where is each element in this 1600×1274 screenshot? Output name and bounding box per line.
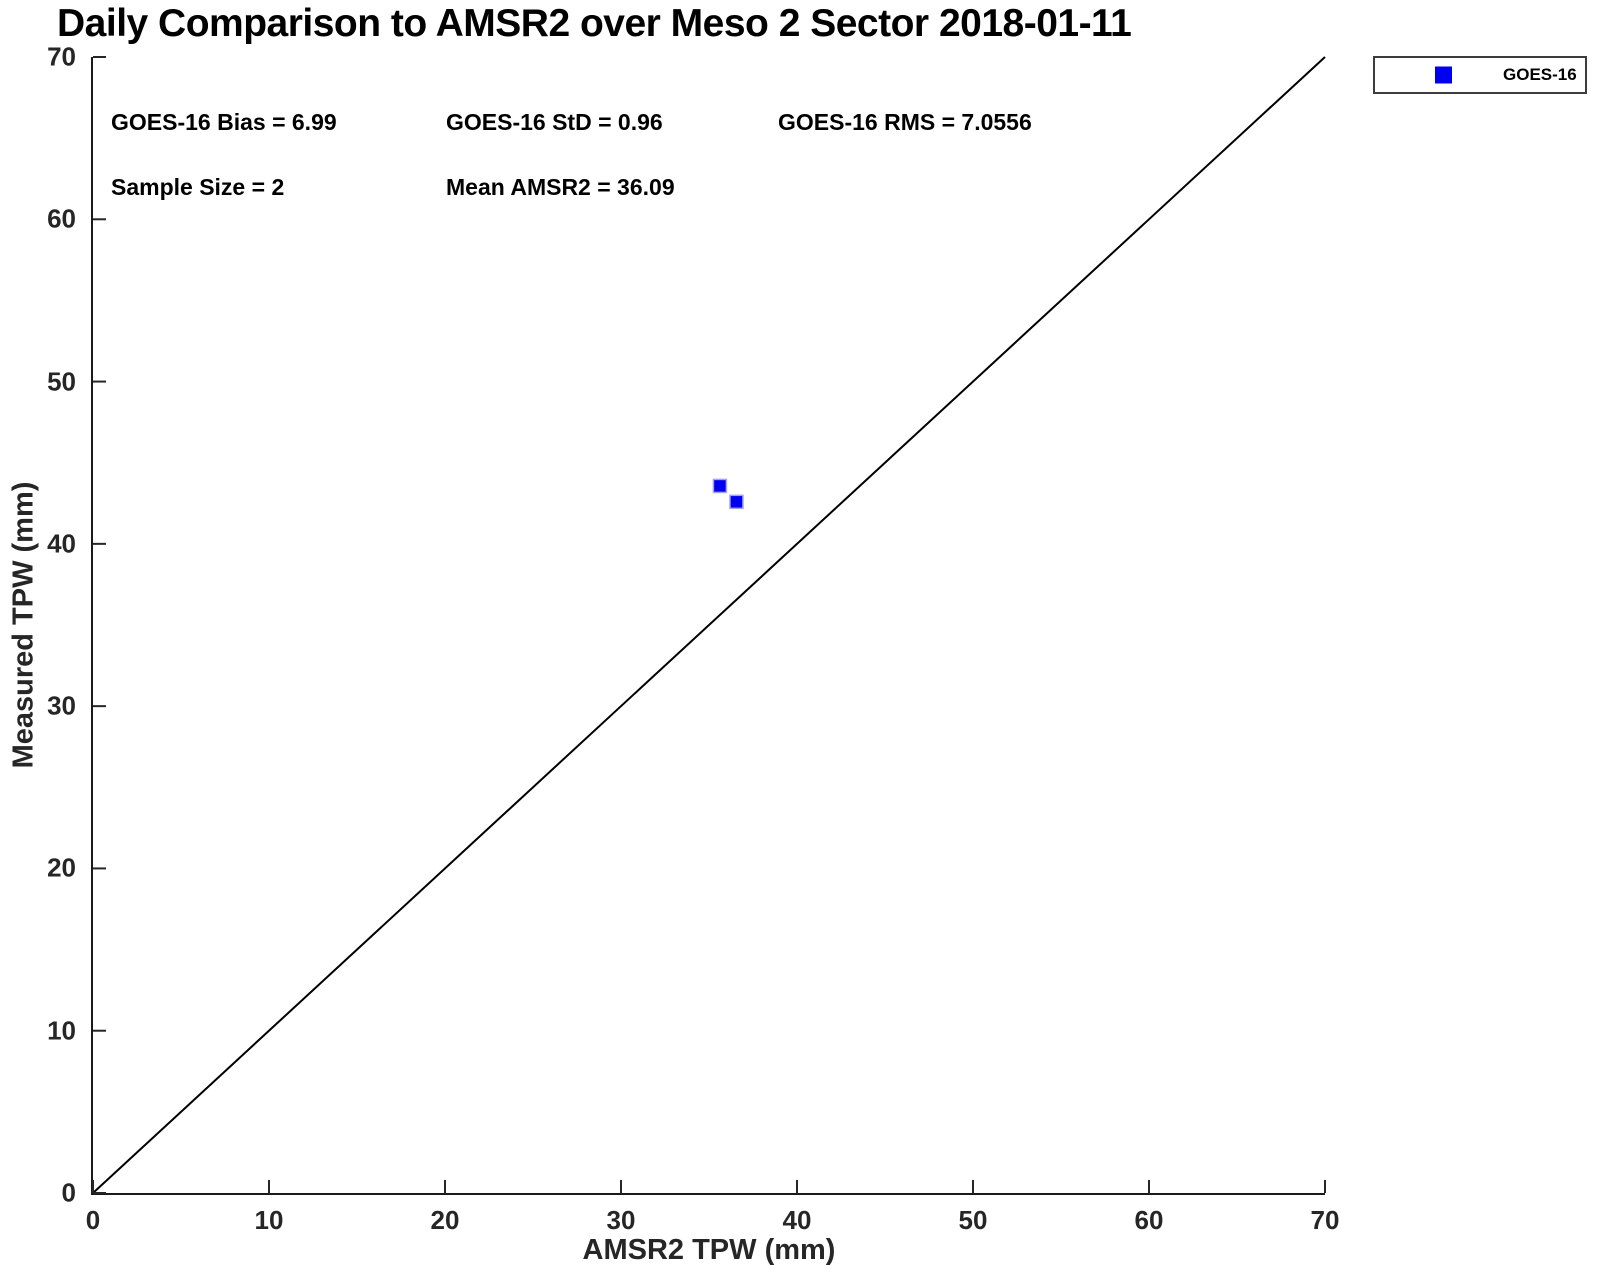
y-tick-label: 60 <box>47 203 76 234</box>
y-tick-label: 30 <box>47 690 76 721</box>
legend-label: GOES-16 <box>1503 65 1577 84</box>
chart-title: Daily Comparison to AMSR2 over Meso 2 Se… <box>57 2 1132 45</box>
x-tick-label: 50 <box>958 1205 988 1235</box>
data-point-goes-16 <box>729 494 744 510</box>
y-tick-label: 0 <box>61 1177 76 1208</box>
y-tick-label: 70 <box>47 41 76 72</box>
x-tick-label: 10 <box>254 1205 284 1235</box>
y-axis-label: Measured TPW (mm) <box>7 481 40 769</box>
stat-bias: GOES-16 Bias = 6.99 <box>111 109 337 135</box>
x-tick-label: 0 <box>85 1205 101 1235</box>
legend: GOES-16 <box>1373 56 1587 94</box>
x-tick-label: 40 <box>782 1205 812 1235</box>
y-tick-label: 10 <box>47 1015 76 1046</box>
y-tick-label: 20 <box>47 852 76 883</box>
x-tick-label: 20 <box>430 1205 460 1235</box>
goes-16-legend-marker-icon <box>1435 66 1452 84</box>
x-tick-label: 60 <box>1134 1205 1164 1235</box>
stat-mean-amsr2: Mean AMSR2 = 36.09 <box>446 174 675 200</box>
stat-sample-size: Sample Size = 2 <box>111 174 285 200</box>
plot-canvas <box>92 56 1326 1194</box>
data-point-goes-16 <box>712 478 728 494</box>
one-to-one-line <box>92 56 1326 1194</box>
stat-rms: GOES-16 RMS = 7.0556 <box>778 109 1032 135</box>
y-tick-label: 40 <box>47 528 76 559</box>
x-axis-label: AMSR2 TPW (mm) <box>582 1234 836 1266</box>
plot-area: 0 10 20 30 40 50 60 70 0 10 20 30 40 50 60 70 <box>47 42 1339 1236</box>
stat-std: GOES-16 StD = 0.96 <box>446 109 663 135</box>
x-tick-label: 70 <box>1310 1205 1340 1235</box>
y-tick-label: 50 <box>47 366 76 397</box>
x-tick-label: 30 <box>606 1205 636 1235</box>
